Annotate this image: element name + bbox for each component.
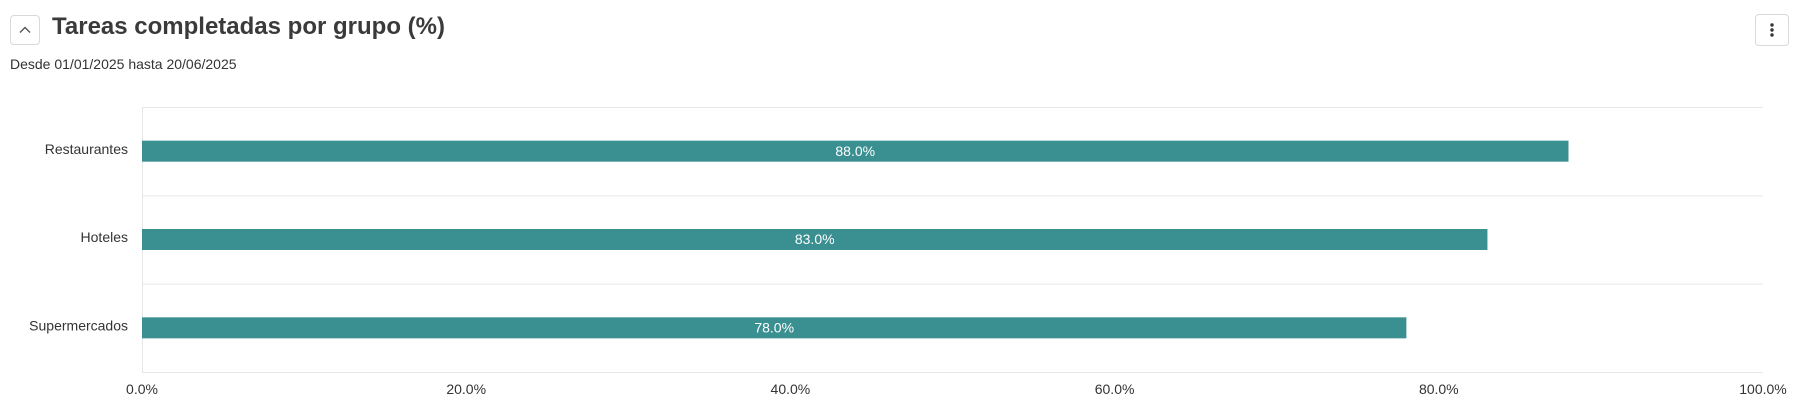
kebab-menu-icon (1769, 22, 1775, 38)
bar (142, 229, 1488, 250)
bar-data-label: 83.0% (795, 231, 835, 247)
bar (142, 140, 1569, 162)
x-tick-label: 100.0% (1739, 381, 1786, 397)
x-tick-label: 20.0% (446, 381, 486, 397)
more-options-button[interactable] (1755, 14, 1789, 46)
bar-data-label: 88.0% (835, 143, 875, 159)
x-tick-label: 60.0% (1095, 381, 1135, 397)
x-tick-label: 0.0% (126, 381, 158, 397)
y-category-label: Hoteles (81, 229, 128, 245)
collapse-button[interactable] (10, 15, 40, 45)
bar-data-label: 78.0% (754, 320, 794, 336)
bar (142, 317, 1407, 339)
x-tick-label: 80.0% (1419, 381, 1459, 397)
x-tick-label: 40.0% (771, 381, 811, 397)
y-category-label: Restaurantes (45, 141, 128, 157)
chevron-up-icon (18, 23, 32, 37)
date-range-subtitle: Desde 01/01/2025 hasta 20/06/2025 (10, 56, 237, 72)
y-category-label: Supermercados (29, 318, 128, 334)
chart-title: Tareas completadas por grupo (%) (52, 13, 445, 40)
